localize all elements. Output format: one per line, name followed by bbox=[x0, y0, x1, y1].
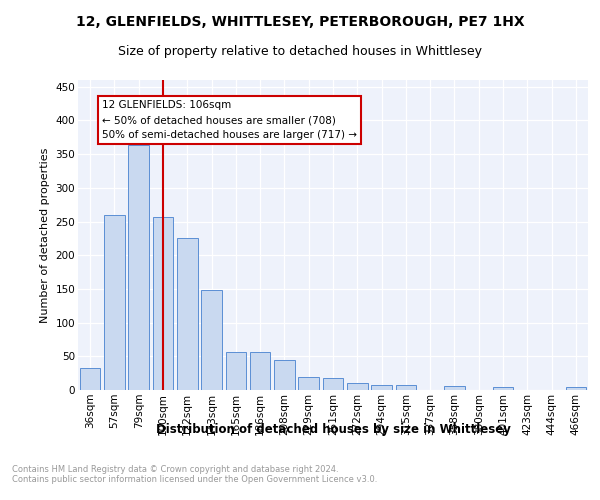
Bar bbox=[298, 377, 319, 390]
Bar bbox=[250, 352, 271, 390]
Bar bbox=[493, 388, 514, 390]
Bar bbox=[226, 352, 246, 390]
Bar bbox=[80, 368, 100, 390]
Bar bbox=[323, 378, 343, 390]
Text: Distribution of detached houses by size in Whittlesey: Distribution of detached houses by size … bbox=[155, 422, 511, 436]
Bar bbox=[201, 290, 222, 390]
Bar bbox=[177, 238, 197, 390]
Bar bbox=[395, 386, 416, 390]
Bar bbox=[152, 217, 173, 390]
Text: Size of property relative to detached houses in Whittlesey: Size of property relative to detached ho… bbox=[118, 45, 482, 58]
Bar bbox=[444, 386, 465, 390]
Bar bbox=[104, 215, 125, 390]
Bar bbox=[128, 146, 149, 390]
Bar bbox=[274, 360, 295, 390]
Bar bbox=[347, 382, 368, 390]
Bar bbox=[371, 384, 392, 390]
Text: Contains HM Land Registry data © Crown copyright and database right 2024.
Contai: Contains HM Land Registry data © Crown c… bbox=[12, 465, 377, 484]
Bar bbox=[566, 388, 586, 390]
Text: 12 GLENFIELDS: 106sqm
← 50% of detached houses are smaller (708)
50% of semi-det: 12 GLENFIELDS: 106sqm ← 50% of detached … bbox=[102, 100, 357, 140]
Y-axis label: Number of detached properties: Number of detached properties bbox=[40, 148, 50, 322]
Text: 12, GLENFIELDS, WHITTLESEY, PETERBOROUGH, PE7 1HX: 12, GLENFIELDS, WHITTLESEY, PETERBOROUGH… bbox=[76, 15, 524, 29]
